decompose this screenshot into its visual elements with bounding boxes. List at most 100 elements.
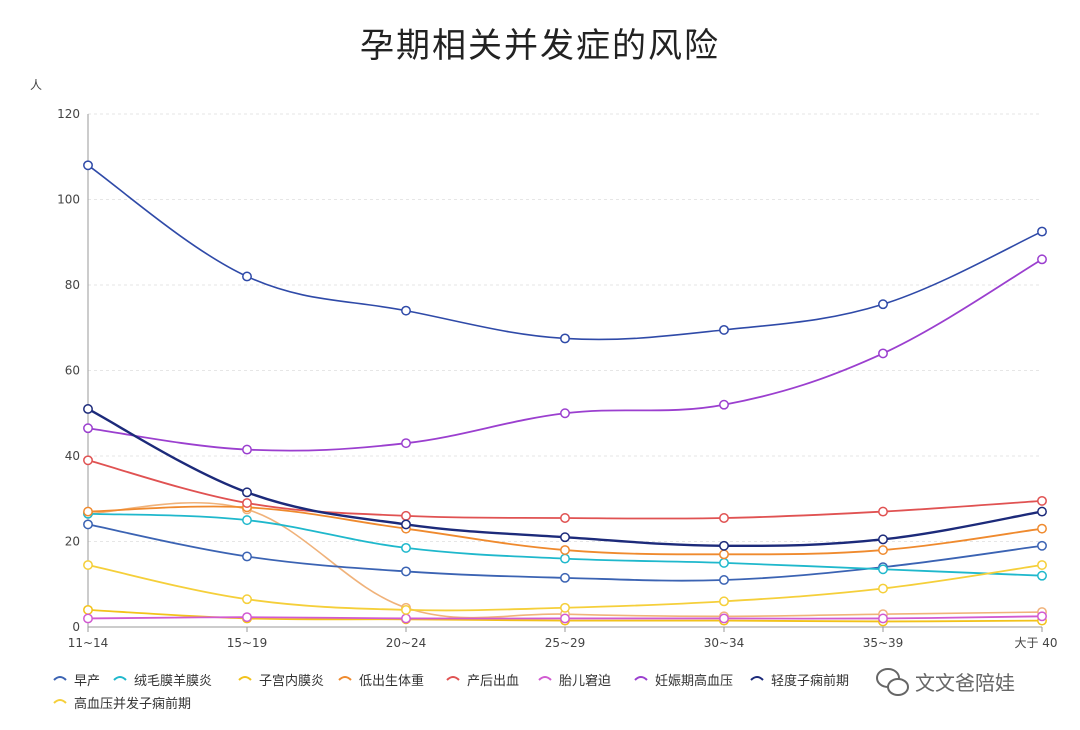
legend-label: 产后出血 [467,674,519,689]
data-point[interactable] [719,549,729,560]
series-extra-1 [83,160,1047,344]
data-point[interactable] [1037,570,1047,581]
legend-swatch [53,699,67,704]
data-point[interactable] [1037,495,1047,506]
legend-item[interactable]: 低出生体重 [338,673,424,689]
y-tick-label: 120 [57,107,80,121]
x-tick-label: 15~19 [227,636,268,650]
series-line [87,258,1043,452]
x-tick-label: 30~34 [704,636,745,650]
data-point[interactable] [560,613,570,624]
legend-label: 高血压并发子痫前期 [74,696,191,712]
data-point[interactable] [878,564,888,575]
data-point[interactable] [83,613,93,624]
data-point[interactable] [83,560,93,570]
x-tick-label: 20~24 [386,636,427,650]
data-point[interactable] [1037,611,1047,622]
legend-item[interactable]: 绒毛膜羊膜炎 [113,673,212,689]
data-point[interactable] [560,602,570,613]
data-point[interactable] [878,583,888,594]
data-point[interactable] [242,515,252,526]
data-point[interactable] [242,487,252,498]
data-point[interactable] [401,613,411,624]
x-tick-label: 35~39 [863,636,904,650]
legend-item[interactable]: 产后出血 [446,674,519,689]
data-point[interactable] [83,604,93,615]
data-point[interactable] [719,399,729,410]
data-point[interactable] [560,532,570,543]
legend-item[interactable]: 高血压并发子痫前期 [53,696,191,712]
legend: 早产 绒毛膜羊膜炎 子宫内膜炎 低出生体重 产后出血 胎儿窘迫 妊娠期高血压 轻度子痫前期高血… [53,673,849,712]
data-point[interactable] [719,613,729,624]
data-point[interactable] [401,438,411,449]
data-point[interactable] [242,444,252,455]
legend-swatch [338,676,352,681]
data-point[interactable] [242,594,252,605]
data-point[interactable] [878,348,888,359]
data-point[interactable] [242,612,252,623]
data-point[interactable] [719,540,729,551]
data-point[interactable] [1037,254,1047,265]
legend-item[interactable]: 轻度子痫前期 [750,673,849,689]
data-point[interactable] [401,542,411,553]
legend-swatch [238,676,252,681]
data-point[interactable] [719,596,729,607]
data-point[interactable] [1037,540,1047,551]
data-point[interactable] [719,324,729,335]
legend-item[interactable]: 妊娠期高血压 [634,673,733,689]
data-point[interactable] [560,572,570,583]
legend-label: 妊娠期高血压 [655,673,733,689]
legend-label: 绒毛膜羊膜炎 [134,673,212,689]
series-line [87,459,1043,520]
data-point[interactable] [242,271,252,282]
data-point[interactable] [878,613,888,624]
data-point[interactable] [401,604,411,615]
data-point[interactable] [719,513,729,523]
legend-swatch [53,676,67,681]
series-series-6 [83,254,1047,455]
data-point[interactable] [560,333,570,344]
data-point[interactable] [1037,226,1047,237]
y-tick-label: 20 [65,535,80,549]
watermark: 文文爸陪娃 [876,668,1015,696]
data-point[interactable] [401,305,411,316]
data-point[interactable] [560,553,570,564]
series-series-4 [83,455,1047,523]
series-line [87,512,1043,577]
data-point[interactable] [401,566,411,577]
data-point[interactable] [1037,523,1047,534]
data-point[interactable] [401,519,411,530]
data-point[interactable] [83,506,93,517]
legend-swatch [446,676,460,681]
series-series-8 [83,560,1047,615]
data-point[interactable] [878,545,888,555]
data-point[interactable] [242,551,252,562]
x-tick-label: 25~29 [545,636,586,650]
data-point[interactable] [83,455,93,466]
data-point[interactable] [560,513,570,523]
legend-label: 低出生体重 [359,673,424,689]
data-point[interactable] [83,160,93,171]
legend-item[interactable]: 子宫内膜炎 [238,673,324,689]
data-point[interactable] [401,510,411,521]
legend-item[interactable]: 胎儿窘迫 [538,674,611,689]
watermark-text: 文文爸陪娃 [915,671,1015,695]
chart-title: 孕期相关并发症的风险 [360,26,720,66]
data-point[interactable] [560,545,570,555]
data-point[interactable] [878,506,888,517]
data-point[interactable] [878,534,888,545]
data-point[interactable] [83,404,93,414]
x-tick-label: 大于 40 [1014,636,1057,650]
data-point[interactable] [1037,506,1047,517]
data-point[interactable] [83,519,93,530]
data-point[interactable] [83,423,93,434]
y-tick-label: 0 [72,620,80,634]
legend-item[interactable]: 早产 [53,674,100,689]
data-point[interactable] [719,575,729,585]
data-point[interactable] [1037,560,1047,570]
data-point[interactable] [560,408,570,419]
data-point[interactable] [242,498,252,508]
data-point[interactable] [878,299,888,310]
data-point[interactable] [719,557,729,568]
